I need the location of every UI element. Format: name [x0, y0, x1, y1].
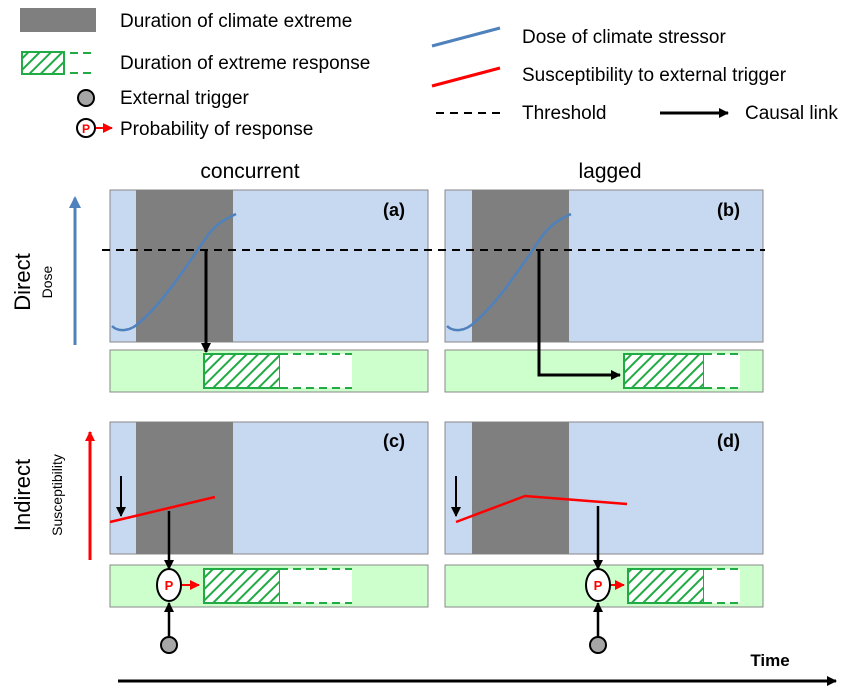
trigger-icon — [160, 636, 178, 654]
panel-c-label: (c) — [383, 431, 405, 451]
probability-icon — [156, 568, 182, 602]
probability-icon — [585, 568, 611, 602]
legend-extreme-response: Duration of extreme response — [120, 53, 370, 74]
row-label-direct: Direct — [10, 253, 35, 310]
probability-icon — [76, 118, 96, 138]
extreme-response-bar — [627, 568, 705, 604]
svg-text:P: P — [594, 578, 603, 593]
legend-causal-link: Causal link — [745, 103, 838, 124]
extreme-response-swatch — [21, 51, 65, 75]
climate-extreme-bar — [136, 422, 233, 554]
row-label-indirect: Indirect — [10, 459, 35, 531]
legend-external-trigger: External trigger — [120, 88, 250, 109]
susceptibility-line-swatch — [431, 66, 501, 88]
panel-b: (b) — [444, 189, 764, 393]
susceptibility-curve — [455, 494, 628, 524]
panel-a: (a) — [109, 189, 429, 393]
extreme-response-bar — [203, 353, 281, 389]
climate-extreme-bar — [136, 190, 233, 342]
extreme-response-bar — [623, 353, 705, 389]
axis-label-dose: Dose — [39, 265, 55, 298]
panel-b-label: (b) — [717, 200, 740, 220]
legend-dose: Dose of climate stressor — [522, 27, 726, 48]
legend-threshold: Threshold — [522, 103, 607, 124]
panel-d: (d) P — [444, 421, 764, 654]
panel-a-label: (a) — [383, 200, 405, 220]
climate-extreme-swatch — [20, 8, 96, 32]
legend-probability: Probability of response — [120, 119, 313, 140]
axis-label-susceptibility: Susceptibility — [49, 454, 65, 536]
causal-link-arrow — [537, 250, 621, 380]
panel-c: (c) P — [109, 421, 429, 654]
column-label-lagged: lagged — [578, 160, 641, 183]
trigger-icon — [589, 636, 607, 654]
legend-susceptibility: Susceptibility to external trigger — [522, 65, 787, 86]
panel-d-label: (d) — [717, 431, 740, 451]
susceptibility-curve — [109, 495, 216, 524]
dose-line-swatch — [431, 26, 501, 48]
extreme-response-bar — [203, 568, 281, 604]
column-label-concurrent: concurrent — [200, 160, 299, 183]
trigger-icon — [77, 89, 95, 107]
legend-climate-extreme: Duration of climate extreme — [120, 11, 352, 32]
dose-curve — [446, 212, 572, 332]
dose-curve — [111, 212, 237, 332]
svg-text:P: P — [82, 122, 90, 136]
legend: Duration of climate extreme Duration of … — [20, 8, 838, 140]
svg-text:P: P — [165, 578, 174, 593]
climate-extreme-bar — [472, 422, 569, 554]
axis-label-time: Time — [750, 651, 789, 670]
